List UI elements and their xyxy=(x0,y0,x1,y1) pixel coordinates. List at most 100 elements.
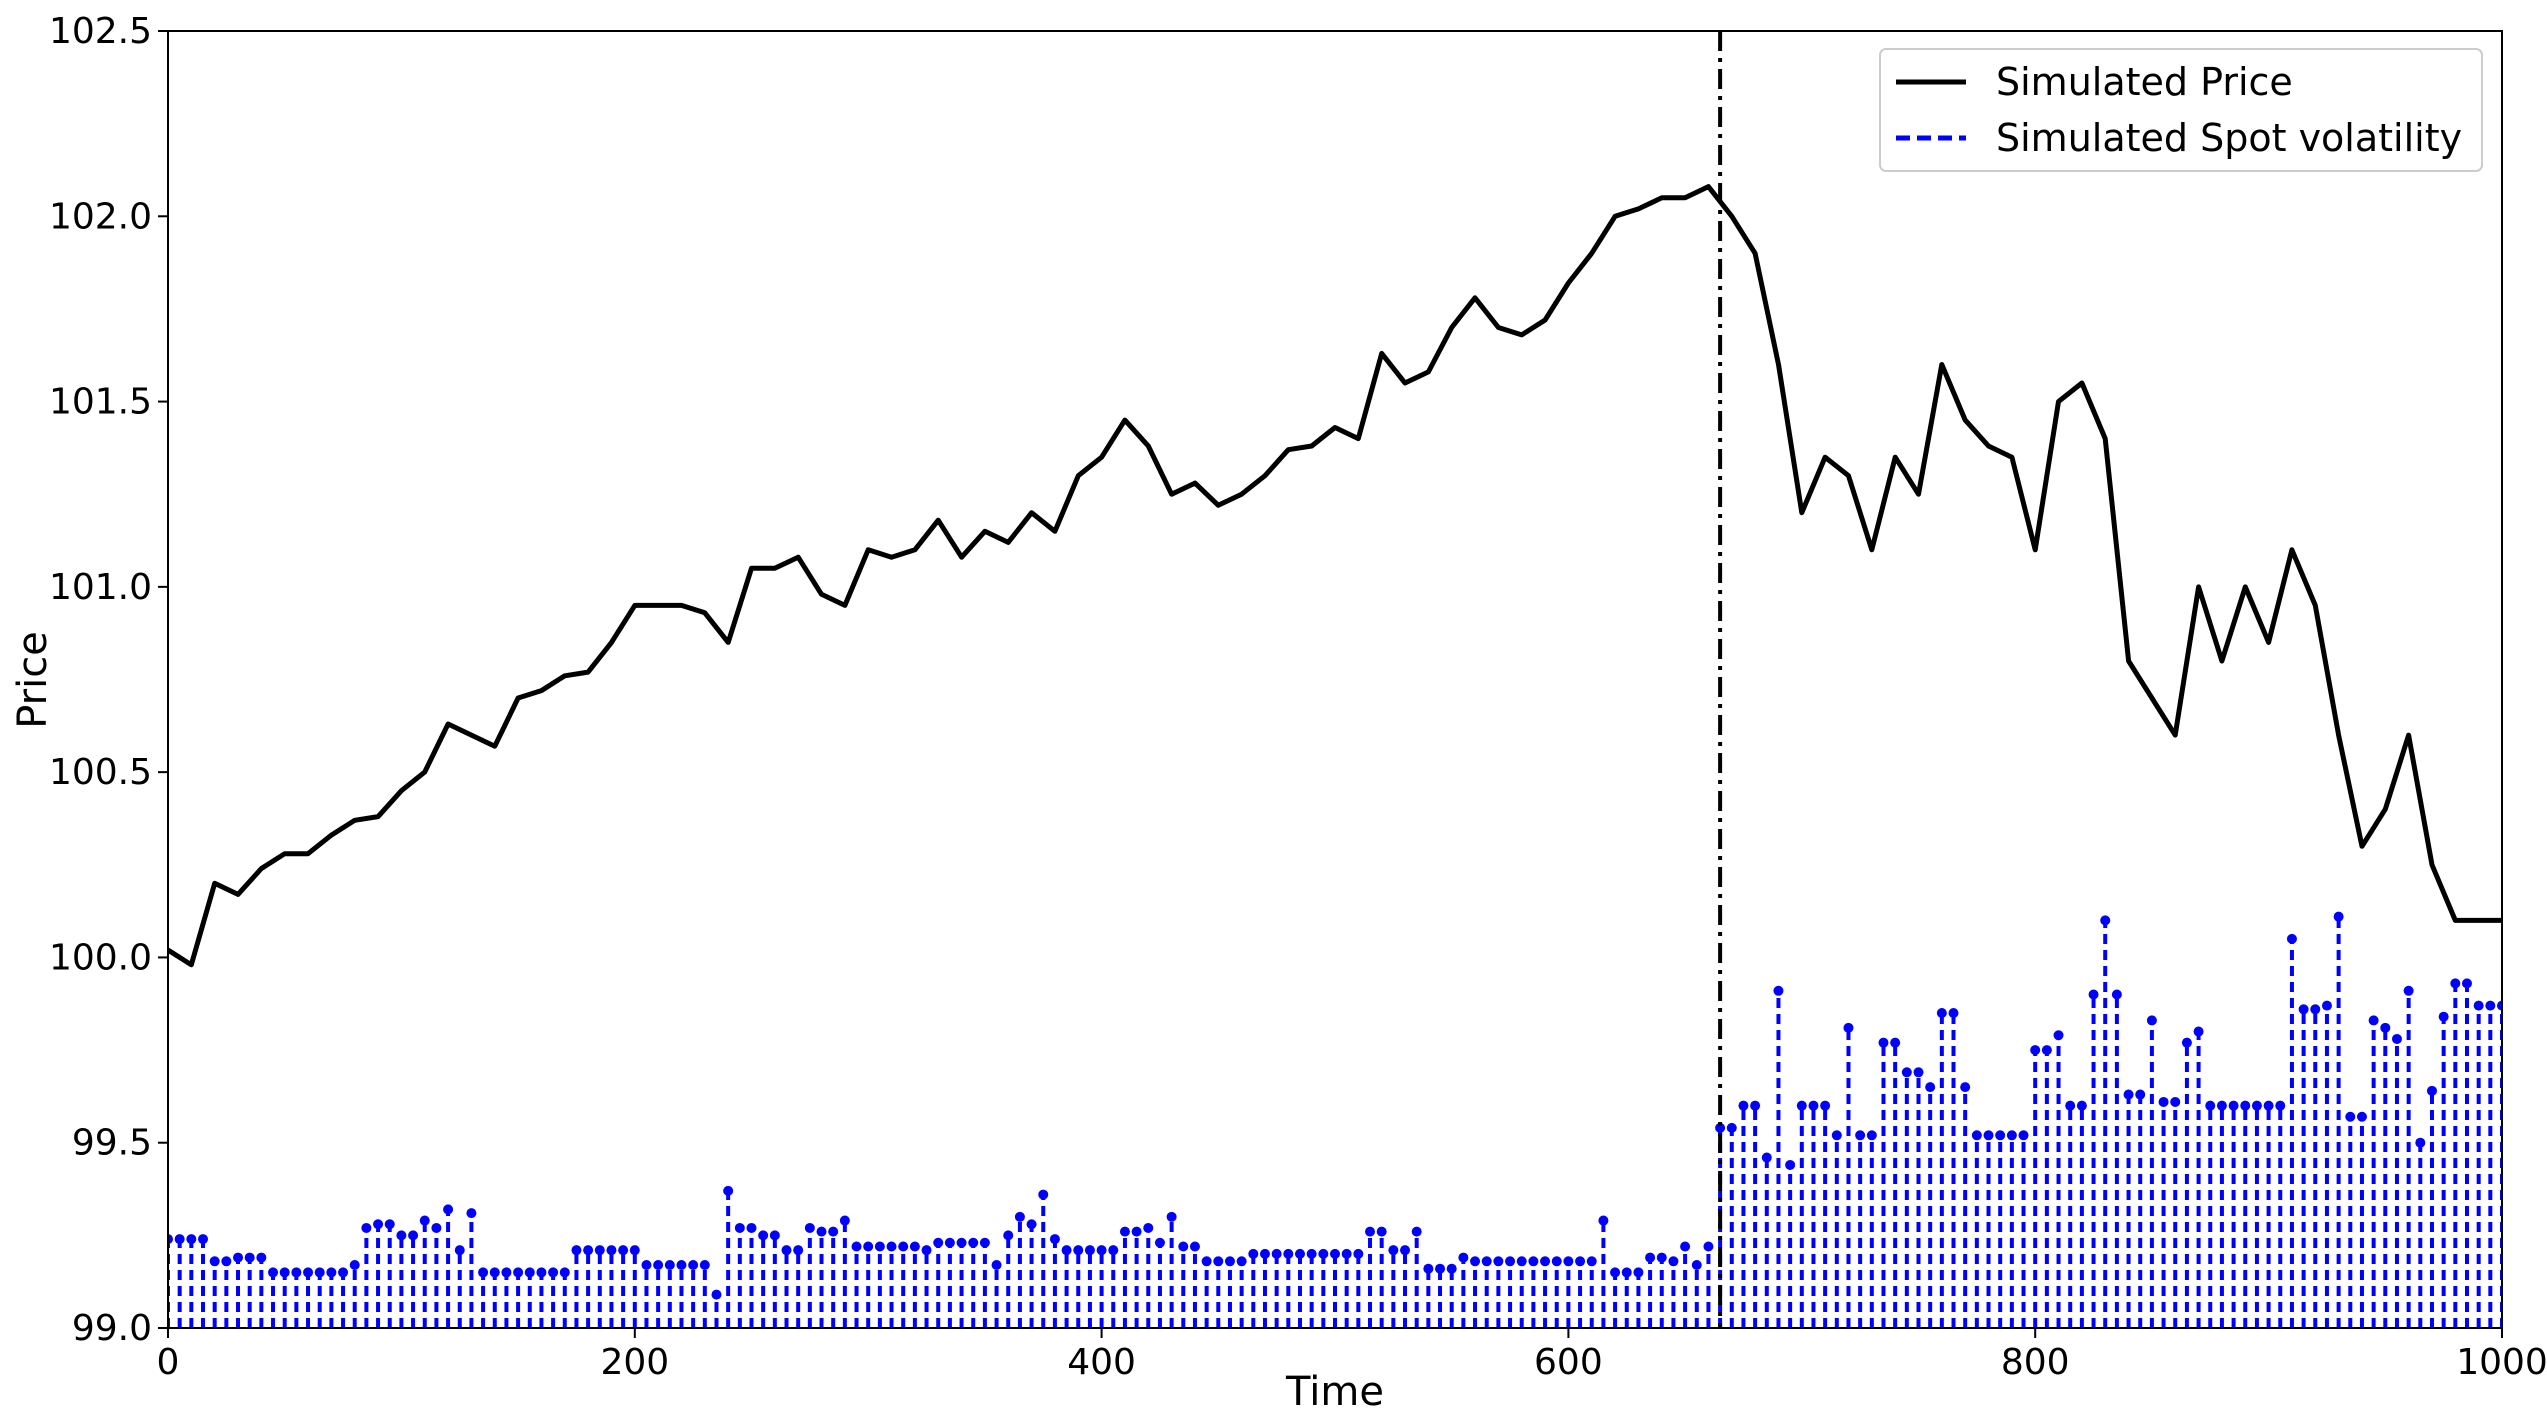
stem-marker xyxy=(1960,1082,1971,1093)
stem-marker xyxy=(291,1267,302,1278)
stem-marker xyxy=(571,1245,582,1256)
stem-marker xyxy=(2006,1130,2017,1141)
stem-marker xyxy=(1773,985,1784,996)
stem-marker xyxy=(2030,1045,2041,1056)
stem-marker xyxy=(1925,1082,1936,1093)
stem-marker xyxy=(1656,1252,1667,1263)
stem-marker xyxy=(1271,1248,1282,1259)
stem-marker xyxy=(2333,911,2344,922)
stem-marker xyxy=(1726,1122,1737,1133)
stem-marker xyxy=(1178,1241,1189,1252)
stem-marker xyxy=(1154,1237,1165,1248)
stem-marker xyxy=(338,1267,349,1278)
x-axis-label: Time xyxy=(1285,1369,1384,1415)
y-tick-label: 100.0 xyxy=(49,937,152,978)
stem-marker xyxy=(1505,1256,1516,1267)
stem-marker xyxy=(1411,1226,1422,1237)
y-tick-label: 100.5 xyxy=(49,752,152,793)
stem-marker xyxy=(408,1230,419,1241)
stem-marker xyxy=(361,1222,372,1233)
stem-marker xyxy=(991,1260,1002,1271)
stem-marker xyxy=(793,1245,804,1256)
stem-marker xyxy=(711,1289,722,1300)
stem-marker xyxy=(2321,1000,2332,1011)
stem-marker xyxy=(1435,1263,1446,1274)
stem-marker xyxy=(443,1204,454,1215)
plot-area xyxy=(168,184,2502,1328)
stem-marker xyxy=(1901,1067,1912,1078)
stem-marker xyxy=(1283,1248,1294,1259)
stem-marker xyxy=(2415,1137,2426,1148)
stem-marker xyxy=(804,1222,815,1233)
stem-marker xyxy=(1026,1219,1037,1230)
stem-marker xyxy=(1224,1256,1235,1267)
stem-marker xyxy=(2123,1089,2134,1100)
stem-marker xyxy=(2450,978,2461,989)
stem-marker xyxy=(1376,1226,1387,1237)
y-tick-label: 99.5 xyxy=(72,1123,152,1164)
stem-marker xyxy=(373,1219,384,1230)
stem-marker xyxy=(1621,1267,1632,1278)
stem-marker xyxy=(1831,1130,1842,1141)
stem-marker xyxy=(898,1241,909,1252)
stem-marker xyxy=(1948,1008,1959,1019)
stem-marker xyxy=(268,1267,279,1278)
stem-marker xyxy=(2065,1100,2076,1111)
legend-label: Simulated Price xyxy=(1996,60,2293,104)
stem-marker xyxy=(828,1226,839,1237)
stem-marker xyxy=(734,1222,745,1233)
stem-marker xyxy=(478,1267,489,1278)
stem-marker xyxy=(1003,1230,1014,1241)
stem-marker xyxy=(1796,1100,1807,1111)
stem-marker xyxy=(2228,1100,2239,1111)
stem-marker xyxy=(723,1185,734,1196)
stem-marker xyxy=(524,1267,535,1278)
stem-marker xyxy=(1516,1256,1527,1267)
stem-marker xyxy=(1820,1100,1831,1111)
stem-marker xyxy=(1213,1256,1224,1267)
stem-marker xyxy=(2438,1011,2449,1022)
stem-marker xyxy=(1586,1256,1597,1267)
stem-marker xyxy=(874,1241,885,1252)
stem-marker xyxy=(1540,1256,1551,1267)
stem-marker xyxy=(2158,1096,2169,1107)
stem-marker xyxy=(816,1226,827,1237)
stem-marker xyxy=(2053,1030,2064,1041)
stem-marker xyxy=(968,1237,979,1248)
stem-marker xyxy=(396,1230,407,1241)
stem-marker xyxy=(1843,1022,1854,1033)
stem-marker xyxy=(384,1219,395,1230)
stem-marker xyxy=(676,1260,687,1271)
stem-marker xyxy=(1143,1222,1154,1233)
x-tick-label: 800 xyxy=(2001,1342,2070,1383)
stem-marker xyxy=(2298,1004,2309,1015)
stem-marker xyxy=(1341,1248,1352,1259)
stem-marker xyxy=(1995,1130,2006,1141)
stem-marker xyxy=(921,1245,932,1256)
stem-marker xyxy=(1119,1226,1130,1237)
stem-marker xyxy=(198,1234,209,1245)
stem-marker xyxy=(314,1267,325,1278)
stem-marker xyxy=(1201,1256,1212,1267)
stem-marker xyxy=(2275,1100,2286,1111)
y-tick-label: 102.0 xyxy=(49,196,152,237)
stem-marker xyxy=(2111,989,2122,1000)
stem-marker xyxy=(2135,1089,2146,1100)
stem-marker xyxy=(886,1241,897,1252)
stem-marker xyxy=(2391,1033,2402,1044)
stem-marker xyxy=(863,1241,874,1252)
stem-marker xyxy=(956,1237,967,1248)
stem-marker xyxy=(1330,1248,1340,1259)
stem-marker xyxy=(909,1241,920,1252)
legend-label: Simulated Spot volatility xyxy=(1996,116,2462,160)
stem-marker xyxy=(1306,1248,1317,1259)
stem-marker xyxy=(1878,1037,1889,1048)
stem-marker xyxy=(2426,1085,2437,1096)
stem-marker xyxy=(2310,1004,2321,1015)
stem-marker xyxy=(1189,1241,1200,1252)
stem-marker xyxy=(1470,1256,1481,1267)
stem-marker xyxy=(1294,1248,1305,1259)
stem-marker xyxy=(769,1230,780,1241)
stem-marker xyxy=(2356,1111,2367,1122)
